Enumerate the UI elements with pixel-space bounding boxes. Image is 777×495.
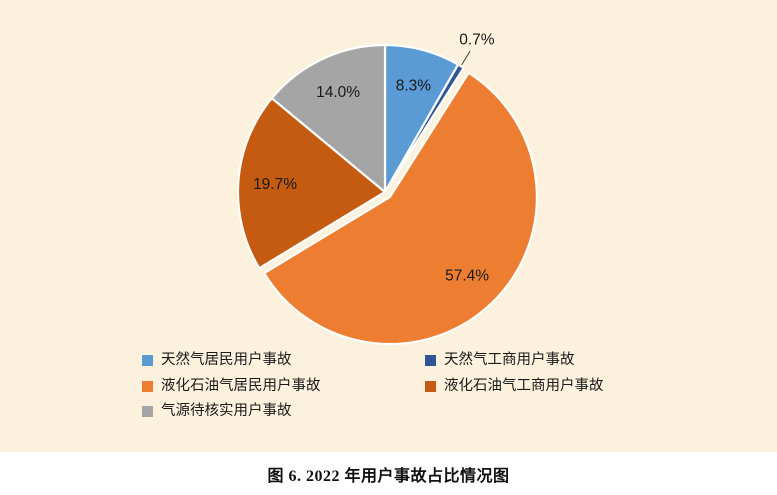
pie-slice-pct-label-3: 19.7% — [253, 176, 297, 193]
label-leader-line — [461, 50, 471, 66]
pie-slice-pct-label-2: 57.4% — [445, 268, 489, 285]
caption-bar: 图 6. 2022 年用户事故占比情况图 — [0, 452, 777, 495]
legend-item-4: 气源待核实用户事故 — [142, 403, 425, 420]
figure-caption: 图 6. 2022 年用户事故占比情况图 — [267, 467, 510, 485]
legend-label: 液化石油气居民用户事故 — [161, 377, 321, 394]
legend-swatch-icon — [425, 354, 436, 366]
chart-legend: 天然气居民用户事故 天然气工商用户事故液化石油气居民用户事故 液化石油气工商用户事故… — [142, 352, 708, 420]
legend-label: 气源待核实用户事故 — [161, 403, 292, 420]
legend-label: 天然气居民用户事故 — [161, 352, 292, 368]
pie-chart: 8.3% 0.7% 57.4% 19.7% 14.0% — [236, 32, 538, 346]
legend-swatch-icon — [425, 380, 436, 392]
legend-swatch-icon — [142, 406, 153, 418]
pie-slice-4 — [270, 43, 387, 194]
legend-item-1: 天然气工商用户事故 — [425, 352, 708, 369]
legend-item-3: 液化石油气工商用户事故 — [425, 378, 708, 395]
pie-slice-pct-label-4: 14.0% — [316, 84, 360, 101]
pie-slice-3 — [236, 97, 387, 270]
legend-swatch-icon — [142, 354, 153, 366]
legend-label: 天然气工商用户事故 — [444, 352, 575, 368]
pie-slice-pct-label-0: 8.3% — [396, 77, 432, 94]
pie-slice-2 — [263, 71, 538, 346]
chart-panel: 8.3% 0.7% 57.4% 19.7% 14.0% 天然气居民用户事故 天然气工商用户… — [0, 0, 777, 452]
legend-swatch-icon — [142, 380, 153, 392]
legend-item-2: 液化石油气居民用户事故 — [142, 378, 425, 395]
pie-slice-pct-label-1: 0.7% — [459, 32, 495, 49]
legend-label: 液化石油气工商用户事故 — [444, 377, 604, 394]
pie-slice-1 — [383, 63, 465, 194]
legend-item-0: 天然气居民用户事故 — [142, 352, 425, 369]
